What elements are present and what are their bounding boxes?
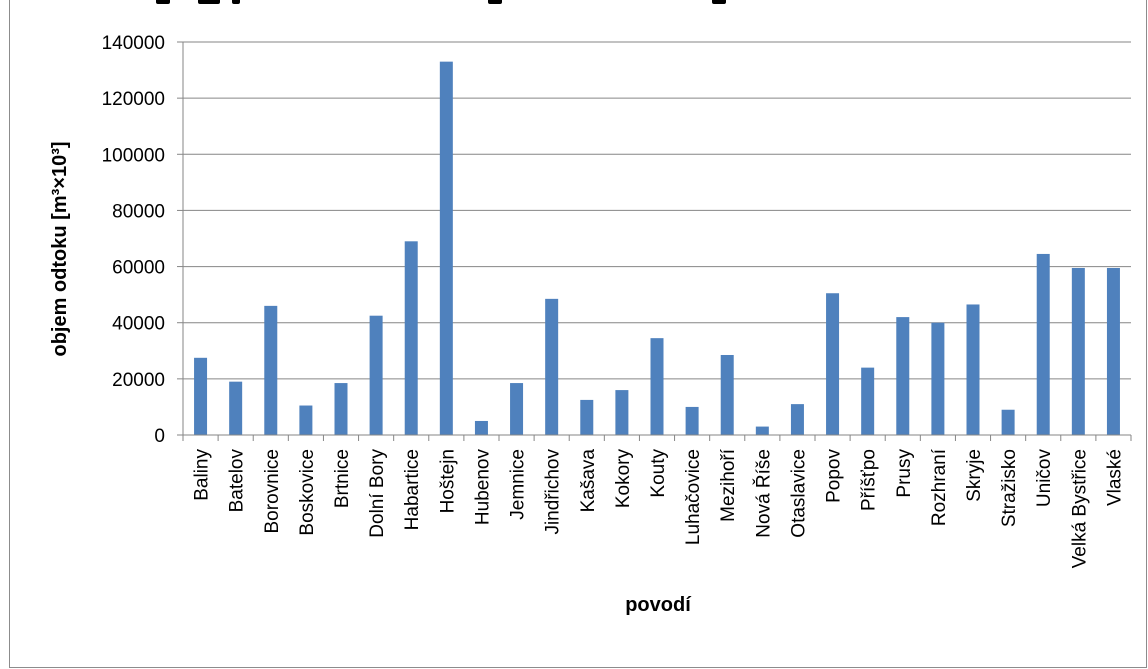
cropped-title-fragment [10,0,1146,6]
chart-frame [9,0,1147,668]
axes [177,41,1132,441]
x-tick-label: Baliny [192,449,213,501]
x-tick-label: Luhačovice [683,449,704,545]
bar [334,383,348,435]
x-tick-label: Kouty [648,449,669,498]
bar [299,405,313,435]
y-tick-label: 40000 [112,314,165,335]
x-tick-label: Borovnice [262,449,283,534]
bar [369,315,383,435]
y-tick-label: 60000 [112,258,165,279]
bar [755,426,769,435]
x-tick-label: Mezihoří [718,448,739,522]
x-axis-title: povodí [625,594,692,616]
x-tick-label: Kokory [613,449,634,509]
bar [685,406,699,435]
x-tick-label: Otaslavice [788,449,809,538]
x-tick-label: Habartice [402,449,423,530]
x-tick-labels: Baliny Batelov Borovnice Boskovice Brtnice Do… [192,448,1126,568]
x-tick-label: Hubenov [472,449,493,526]
y-tick-label: 120000 [102,89,165,110]
x-tick-label: Hoštejn [437,449,458,513]
x-tick-label: Brtnice [332,449,353,508]
bar [545,298,559,435]
bar [510,383,524,435]
bar [931,322,945,435]
bar [826,293,840,435]
x-tick-label: Popov [824,449,845,503]
bar [720,354,734,435]
bar [861,367,875,435]
bar [580,399,594,435]
x-tick-label: Jindřichov [543,449,564,535]
bar [790,404,804,435]
bar [1036,253,1050,435]
x-tick-label: Skryje [964,449,985,502]
x-tick-label: Nová Říše [752,449,774,538]
y-tick-label: 140000 [102,33,165,54]
bar [966,304,980,435]
bar [229,381,243,435]
x-tick-label: Příšťpo [859,449,880,511]
x-tick-label: Kašava [578,449,599,513]
x-tick-label: Jemnice [508,449,529,520]
y-tick-label: 80000 [112,201,165,222]
bar [194,357,208,435]
x-tick-label: Uničov [1034,449,1055,508]
bar [650,338,664,435]
bar [1001,409,1015,435]
bar [264,305,278,435]
x-tick-label: Stražisko [999,449,1020,527]
bar [896,317,910,435]
x-tick-label: Boskovice [297,449,318,536]
bar [615,390,629,435]
bars [194,61,1120,436]
x-tick-label: Velká Bystřice [1069,449,1090,568]
bar [439,61,453,436]
x-tick-label: Dolní Bory [367,449,388,538]
y-tick-label: 0 [154,426,165,447]
y-axis-title: objem odtoku [m³×10³] [49,141,71,356]
x-tick-label: Rozhraní [929,448,950,526]
bar [1106,267,1120,435]
x-tick-label: Vlaské [1104,449,1125,506]
x-tick-label: Batelov [227,449,248,513]
gridlines [183,41,1131,380]
x-tick-label: Prusy [894,449,915,498]
bar [404,241,418,435]
bar [1071,267,1085,435]
y-tick-label: 100000 [102,145,165,166]
y-tick-label: 20000 [112,370,165,391]
y-tick-labels: 0 20000 40000 60000 80000 100000 120000 140000 [102,33,165,447]
bar [474,420,488,435]
